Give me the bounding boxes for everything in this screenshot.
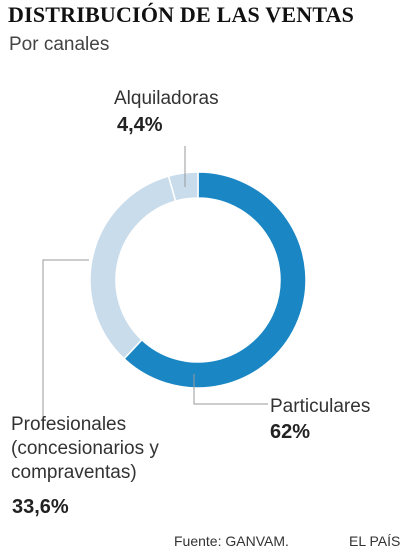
slice-value-profesionales: 33,6% [12,496,69,518]
slice-value-particulares: 62% [270,421,311,443]
slice-label-profesionales-line: Profesionales [11,414,127,435]
publisher-brand: EL PAÍS [349,533,401,549]
slice-label-profesionales-line: compraventas) [11,462,137,483]
source-note: Fuente: GANVAM. [174,533,289,549]
chart-title: DISTRIBUCIÓN DE LAS VENTAS [8,2,355,27]
slice-label-particulares-line: Particulares [270,396,371,417]
donut-slice-profesionales [89,175,177,360]
slice-label-profesionales-line: (concesionarios y [11,438,159,459]
donut-slice-particulares [123,171,307,389]
slice-label-profesionales: Profesionales (concesionarios y compravent… [11,413,159,485]
slice-value-alquiladoras: 4,4% [117,114,163,136]
slice-label-alquiladoras-line: Alquiladoras [114,88,219,109]
leader-line-profesionales [42,259,89,417]
donut-slice-alquiladoras [167,171,199,203]
slice-label-particulares: Particulares [270,395,370,419]
leader-line-particulares [193,374,268,405]
slice-label-alquiladoras: Alquiladoras [114,87,219,111]
chart-subtitle: Por canales [9,34,110,55]
